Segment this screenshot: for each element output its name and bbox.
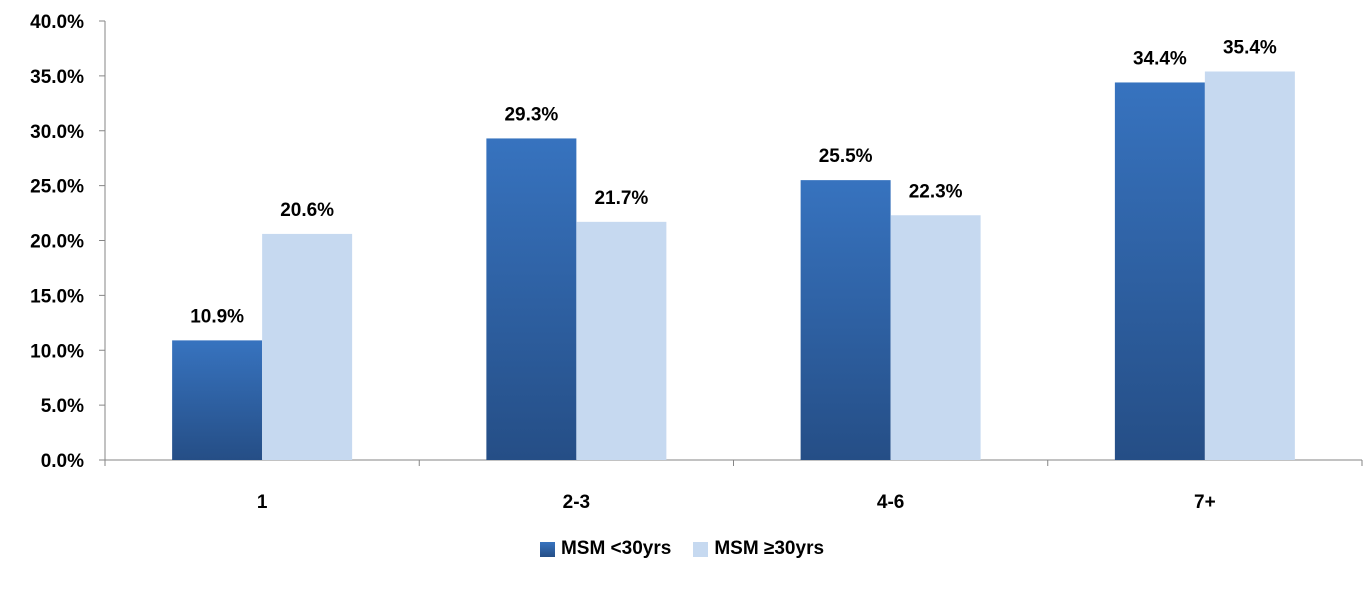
y-tick-label: 0.0%	[41, 451, 84, 472]
y-tick-label: 25.0%	[30, 177, 84, 198]
y-axis: 0.0% 5.0% 10.0% 15.0% 20.0% 25.0% 30.0% 35.0% 40…	[30, 12, 106, 472]
legend-swatch-series-1	[539, 541, 555, 557]
bar-series-2-2-3	[576, 221, 667, 460]
x-category-label: 7+	[1194, 492, 1216, 513]
legend-swatch-series-2	[693, 541, 709, 557]
legend-label-series-1: MSM <30yrs	[560, 538, 672, 559]
y-tick-label: 20.0%	[30, 232, 84, 253]
y-tick-label: 15.0%	[30, 286, 84, 307]
bar-series-1-4-6	[800, 180, 891, 460]
data-labels: 10.9% 20.6% 29.3% 21.7% 25.5% 22.3% 34.4% 35.4%	[190, 37, 1277, 327]
data-label-series-1: 25.5%	[819, 146, 873, 167]
data-label-series-2: 21.7%	[594, 188, 648, 209]
bar-series-2-7+	[1204, 71, 1295, 461]
legend: MSM <30yrs MSM ≥30yrs	[0, 536, 1364, 562]
bar-series-2-4-6	[890, 215, 981, 460]
data-label-series-2: 22.3%	[909, 181, 963, 202]
data-label-series-2: 35.4%	[1223, 37, 1277, 58]
bar-series-2-1	[262, 233, 353, 460]
x-category-label: 1	[257, 492, 268, 513]
legend-item-series-2: MSM ≥30yrs	[693, 538, 824, 560]
legend-item-series-1: MSM <30yrs	[539, 538, 672, 560]
y-tick-label: 10.0%	[30, 341, 84, 362]
y-tick-label: 35.0%	[30, 67, 84, 88]
data-label-series-1: 34.4%	[1133, 48, 1187, 69]
bars	[172, 71, 1295, 461]
x-axis: 1 2-3 4-6 7+	[104, 459, 1363, 513]
bar-series-1-1	[172, 340, 263, 460]
bar-series-1-2-3	[486, 138, 577, 460]
y-tick-label: 5.0%	[41, 396, 84, 417]
x-category-label: 2-3	[563, 492, 590, 513]
data-label-series-1: 10.9%	[190, 306, 244, 327]
legend-label-series-2: MSM ≥30yrs	[714, 538, 825, 559]
y-tick-label: 40.0%	[30, 12, 84, 33]
data-label-series-1: 29.3%	[504, 104, 558, 125]
bar-series-1-7+	[1114, 82, 1205, 461]
data-label-series-2: 20.6%	[280, 200, 334, 221]
x-category-label: 4-6	[877, 492, 904, 513]
y-tick-label: 30.0%	[30, 122, 84, 143]
